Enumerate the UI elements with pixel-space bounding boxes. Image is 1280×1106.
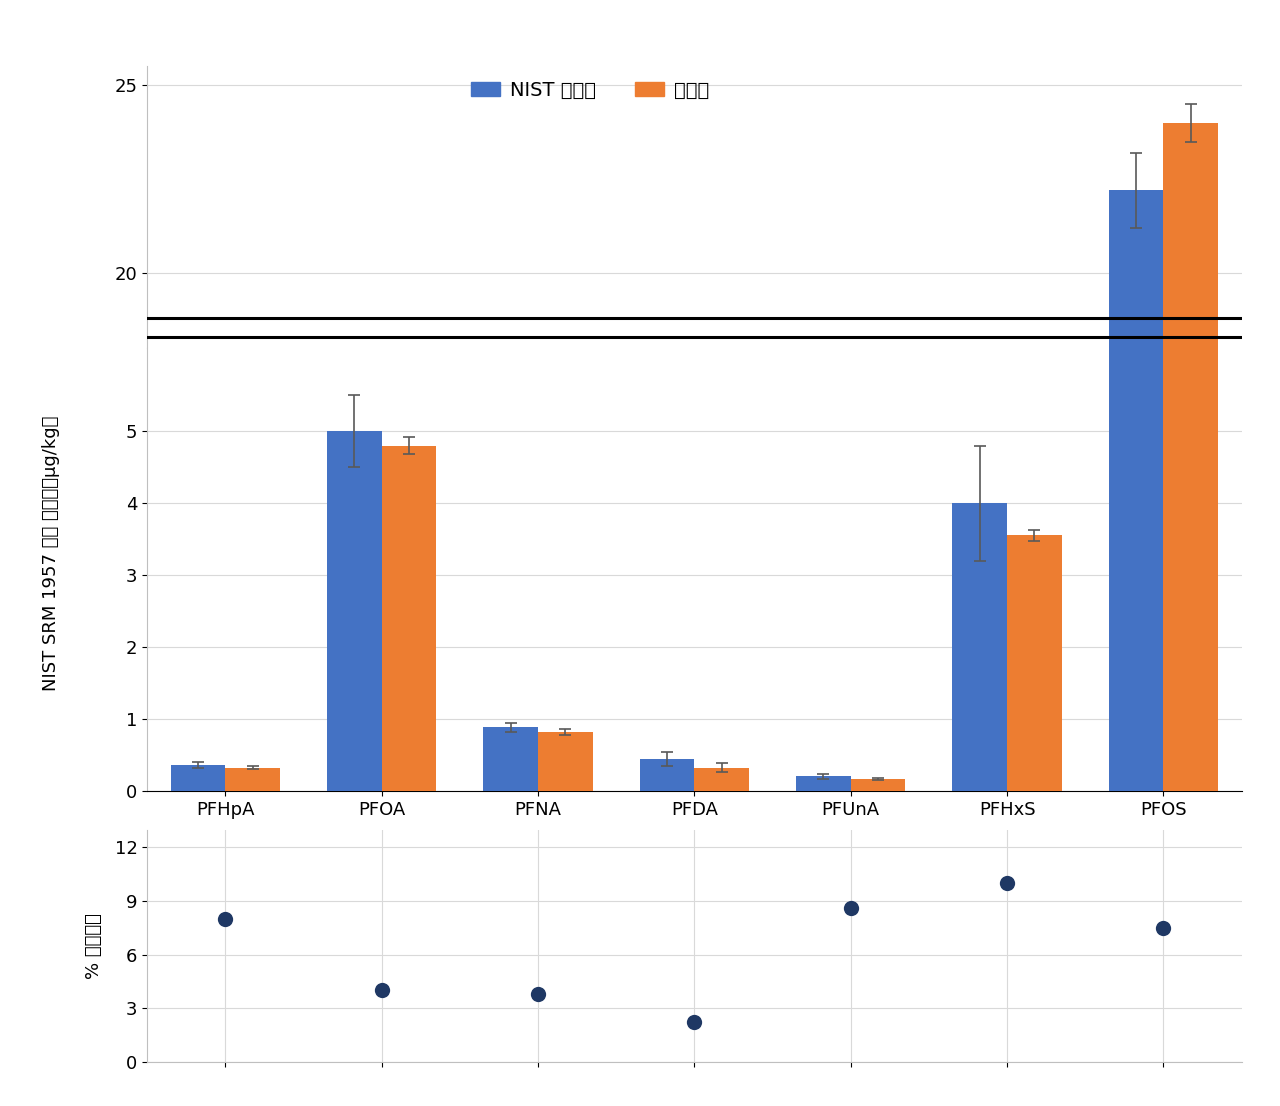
Bar [1108, 190, 1164, 1025]
Bar [640, 759, 695, 791]
Bar [538, 732, 593, 791]
Bar [1007, 535, 1062, 791]
Bar [1108, 348, 1164, 791]
Bar [326, 431, 381, 791]
Bar [694, 768, 749, 791]
Bar [952, 503, 1007, 791]
Bar [796, 776, 851, 791]
Bar [484, 728, 538, 791]
Bar [1164, 348, 1219, 791]
Y-axis label: % バイアス: % バイアス [86, 912, 104, 979]
Bar [381, 446, 436, 791]
Legend: NIST 認定値, 実測値: NIST 認定値, 実測値 [463, 73, 717, 107]
Bar [170, 765, 225, 791]
Bar [225, 768, 280, 791]
Bar [851, 780, 905, 791]
Text: NIST SRM 1957 中の 含有量（μg/kg）: NIST SRM 1957 中の 含有量（μg/kg） [42, 416, 60, 690]
Bar [1164, 123, 1219, 1025]
